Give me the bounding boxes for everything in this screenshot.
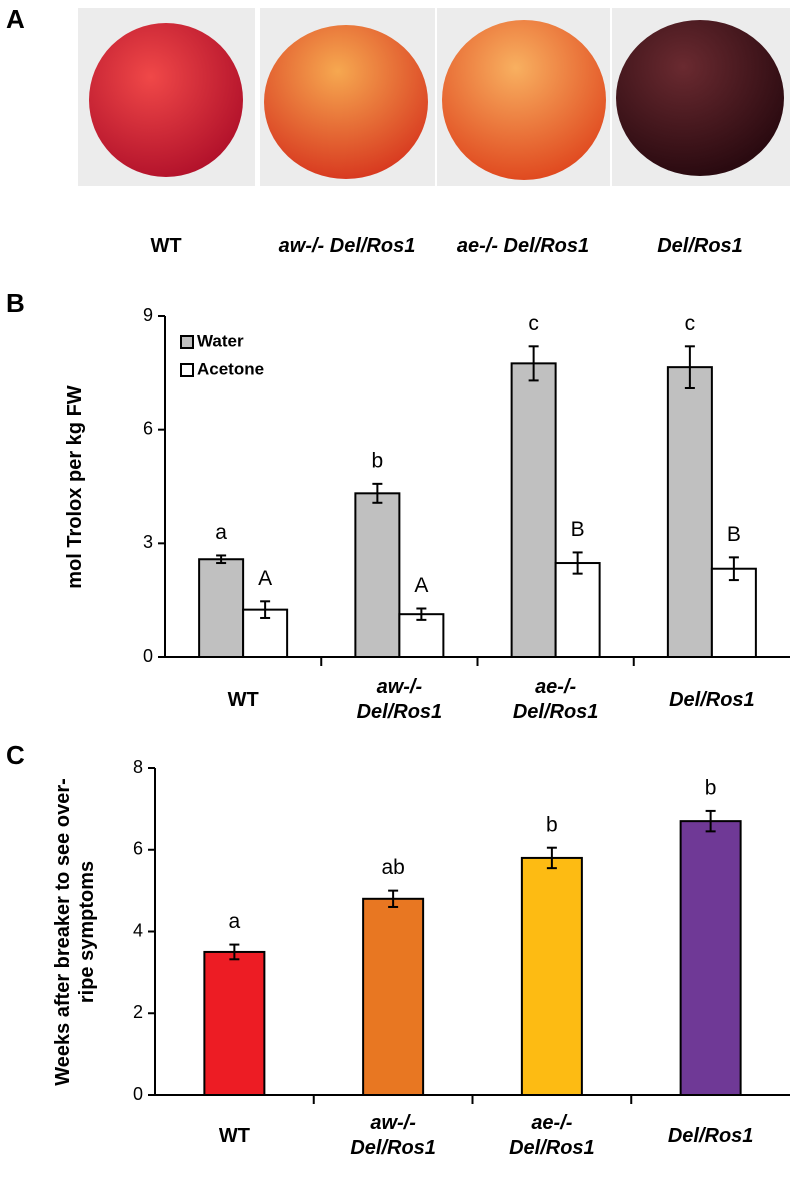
legend-swatch (180, 335, 194, 349)
error-bar (728, 556, 739, 582)
bar (398, 613, 445, 658)
fruit-photos (78, 8, 790, 186)
x-tick-label: WT (227, 688, 259, 711)
bar (710, 567, 757, 658)
significance-label: c (528, 312, 539, 335)
panel-label: B (6, 288, 25, 318)
y-tick-label: 6 (143, 418, 153, 438)
y-tick-label: 8 (133, 757, 143, 777)
photo-label: WT (150, 234, 182, 257)
fruit (616, 20, 784, 176)
error-bar (546, 846, 557, 870)
significance-label: a (229, 910, 241, 933)
photo-label: Del/Ros1 (657, 234, 743, 257)
bar (510, 362, 557, 658)
significance-label: B (571, 518, 585, 541)
x-tick-label: ae-/- Del/Ros1 (509, 1112, 595, 1159)
y-tick-label: 4 (133, 920, 143, 940)
error-bar (705, 809, 716, 833)
x-tick-label: ae-/- Del/Ros1 (512, 676, 599, 723)
legend-label: Acetone (197, 359, 264, 378)
x-tick-label: aw-/- Del/Ros1 (356, 676, 443, 723)
error-bar (416, 607, 427, 621)
photo-label: aw-/- Del/Ros1 (278, 234, 416, 257)
bar (679, 820, 742, 1096)
error-bar (216, 554, 227, 565)
error-bar (684, 345, 695, 389)
significance-label: b (546, 813, 558, 836)
error-bar (572, 551, 583, 575)
y-tick-label: 9 (143, 305, 153, 325)
bar (354, 492, 401, 658)
y-tick-label: 0 (133, 1084, 143, 1104)
panel-label: C (6, 740, 25, 770)
significance-label: A (258, 567, 272, 590)
x-tick-label: Del/Ros1 (667, 1124, 754, 1147)
y-axis-title: Weeks after breaker to see over-ripe sym… (52, 777, 98, 1086)
fruit (442, 20, 606, 180)
x-tick-label: WT (218, 1124, 250, 1147)
significance-label: b (372, 449, 384, 472)
significance-label: B (727, 523, 741, 546)
bar (666, 366, 713, 658)
bar (198, 558, 245, 658)
error-bar (372, 482, 383, 504)
error-bar (260, 600, 271, 619)
panel-label: A (6, 4, 25, 34)
y-tick-label: 0 (143, 646, 153, 666)
y-tick-label: 2 (133, 1002, 143, 1022)
x-tick-label: aw-/- Del/Ros1 (350, 1112, 436, 1159)
fruit (264, 25, 428, 179)
legend-label: Water (197, 331, 244, 350)
significance-label: a (215, 521, 227, 544)
significance-label: c (685, 312, 696, 335)
significance-label: ab (381, 856, 404, 879)
y-tick-label: 6 (133, 839, 143, 859)
y-axis-title: mol Trolox per kg FW (64, 384, 86, 589)
error-bar (388, 889, 399, 908)
error-bar (229, 943, 240, 961)
bar (520, 856, 583, 1096)
x-tick-label: Del/Ros1 (669, 688, 755, 711)
y-tick-label: 3 (143, 532, 153, 552)
legend-swatch (180, 363, 194, 377)
bar (362, 897, 425, 1096)
significance-label: b (705, 776, 717, 799)
significance-label: A (414, 574, 428, 597)
photo-label: ae-/- Del/Ros1 (456, 234, 590, 257)
fruit (89, 23, 243, 177)
bar (203, 950, 266, 1096)
bar (554, 562, 601, 659)
error-bar (528, 345, 539, 382)
